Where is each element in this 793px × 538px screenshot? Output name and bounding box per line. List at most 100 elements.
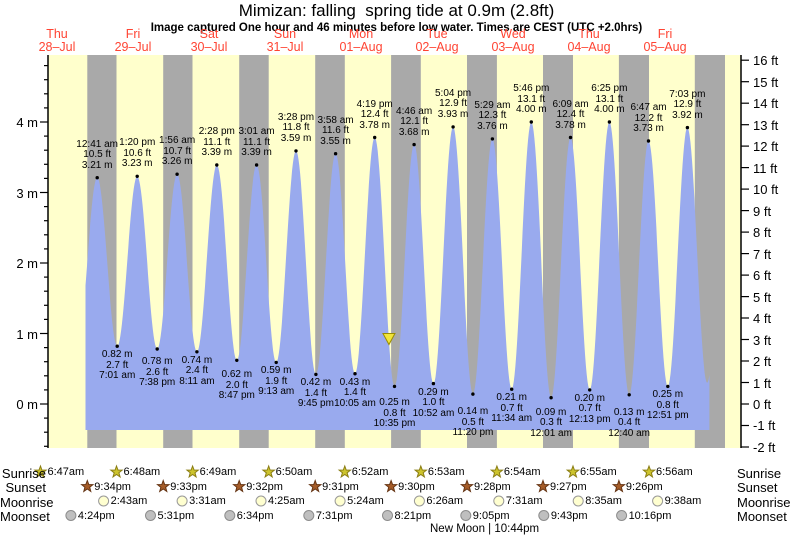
- tide-curve: [85, 122, 710, 430]
- y-axis-right-tick-label: 6 ft: [753, 268, 772, 284]
- y-axis-right-tick-label: 16 ft: [753, 53, 779, 69]
- y-axis-right-tick-label: 1 ft: [753, 375, 772, 391]
- moonset-time: 8:21pm: [394, 509, 432, 522]
- sunrise-time: 6:49am: [199, 466, 237, 478]
- moonrise-icon: [572, 495, 584, 507]
- moonrise-icon: [413, 495, 425, 507]
- tide-point-dot: [235, 358, 239, 362]
- tide-point-dot: [529, 120, 533, 124]
- tide-point-dot: [490, 137, 495, 141]
- sunrise-icon: [565, 464, 581, 479]
- y-axis-right-tick-label: 9 ft: [753, 203, 772, 219]
- sunrise-time: 6:50am: [275, 466, 313, 478]
- sunrise-time: 6:54am: [503, 466, 541, 478]
- day-label: Fri 05–Aug: [643, 27, 687, 54]
- tide-point-dot: [392, 384, 397, 389]
- y-axis-right-tick-label: 12 ft: [753, 139, 779, 155]
- tide-point-dot: [155, 347, 159, 351]
- moonrise-icon: [652, 495, 664, 507]
- sunset-icon: [156, 479, 171, 493]
- sunset-icon: [384, 479, 399, 493]
- y-axis-right-tick-label: 0 ft: [753, 397, 772, 412]
- tide-point-dot: [294, 149, 298, 153]
- high-tide-annotation: 5:29 am 12.3 ft 3.76 m: [474, 99, 511, 132]
- tide-point-dot: [549, 396, 553, 400]
- low-tide-annotation: 0.29 m 1.0 ft 10:52 am: [412, 386, 455, 419]
- y-axis-right-tick-label: 13 ft: [753, 117, 779, 133]
- high-tide-annotation: 12:41 am 10.5 ft 3.21 m: [76, 138, 118, 171]
- moonset-icon: [145, 510, 156, 521]
- high-tide-annotation: 7:03 pm 12.9 ft 3.92 m: [669, 88, 706, 121]
- moonrise-time: 4:25am: [268, 495, 305, 507]
- day-label: Sun 31–Jul: [266, 27, 304, 54]
- moonrise-icon: [255, 495, 267, 507]
- y-axis-right-tick-label: 2 ft: [753, 354, 772, 370]
- high-tide-annotation: 1:20 pm 10.6 ft 3.23 m: [119, 137, 156, 170]
- tide-point-dot: [274, 360, 278, 365]
- day-label: Fri 29–Jul: [114, 27, 152, 54]
- y-axis-left-tick-label: 0 m: [16, 397, 38, 412]
- y-axis-left-tick-label: 1 m: [16, 326, 38, 342]
- moonset-time: 5:31pm: [157, 509, 195, 522]
- sunrise-icon: [337, 464, 352, 479]
- high-tide-annotation: 4:46 am 12.1 ft 3.68 m: [396, 105, 433, 138]
- sunrise-time: 6:55am: [579, 466, 617, 478]
- current-tide-marker: [382, 333, 396, 346]
- tide-point-dot: [353, 372, 357, 376]
- tide-point-dot: [215, 163, 219, 167]
- moonset-time: 9:43pm: [550, 509, 588, 522]
- moonrise-time: 2:43am: [110, 495, 148, 507]
- moonset-row-label-right: Moonset: [737, 509, 787, 524]
- high-tide-annotation: 3:28 pm 11.8 ft 3.59 m: [277, 111, 315, 144]
- moonrise-icon: [493, 495, 505, 507]
- day-label: Sat 30–Jul: [190, 27, 228, 54]
- tide-point-dot: [431, 381, 436, 386]
- moonset-time: 7:31pm: [315, 509, 353, 522]
- moonrise-time: 6:26am: [426, 495, 464, 507]
- low-tide-annotation: 0.13 m 0.4 ft 12:40 am: [608, 406, 650, 439]
- moonset-icon: [460, 510, 472, 521]
- tide-point-dot: [314, 372, 318, 377]
- y-axis-right-tick-label: 14 ft: [753, 96, 779, 112]
- sunset-icon: [535, 479, 551, 493]
- high-tide-annotation: 2:28 pm 11.1 ft 3.39 m: [198, 126, 235, 158]
- y-axis-right-tick-label: 7 ft: [753, 246, 772, 262]
- moonrise-time: 9:38am: [664, 495, 702, 507]
- tide-point-dot: [451, 125, 455, 129]
- tide-point-dot: [568, 135, 573, 140]
- tide-point-dot: [646, 139, 651, 143]
- sunrise-time: 6:56am: [656, 466, 693, 478]
- tide-point-dot: [510, 387, 514, 391]
- moonset-icon: [65, 510, 77, 521]
- tide-point-dot: [115, 344, 119, 348]
- low-tide-annotation: 0.78 m 2.6 ft 7:38 pm: [139, 356, 176, 388]
- moonset-icon: [303, 510, 315, 521]
- day-label: Thu 28–Jul: [38, 27, 76, 54]
- moonrise-icon: [334, 495, 346, 507]
- high-tide-annotation: 3:01 am 11.1 ft 3.39 m: [238, 126, 275, 158]
- low-tide-annotation: 0.21 m 0.7 ft 11:34 am: [491, 392, 533, 425]
- y-axis-left-tick-label: 4 m: [16, 115, 38, 130]
- sunrise-row-label-left: Sunrise: [1, 466, 46, 481]
- sunset-time: 9:32pm: [246, 480, 283, 493]
- moonrise-time: 7:31am: [505, 495, 543, 507]
- low-tide-annotation: 0.62 m 2.0 ft 8:47 pm: [218, 369, 255, 402]
- tide-point-dot: [195, 350, 199, 354]
- sunrise-icon: [185, 464, 200, 479]
- moonset-row-label-left: Moonset: [0, 509, 50, 524]
- sunset-row-label-right: Sunset: [737, 480, 778, 495]
- moonset-icon: [224, 510, 236, 521]
- tide-point-dot: [135, 174, 139, 178]
- sunset-icon: [459, 479, 475, 493]
- sunset-icon: [611, 479, 626, 493]
- day-label: Mon 01–Aug: [339, 27, 383, 54]
- moonrise-row-label-left: Moonrise: [0, 495, 54, 510]
- tide-point-dot: [471, 392, 475, 396]
- tide-point-dot: [412, 142, 416, 147]
- low-tide-annotation: 0.59 m 1.9 ft 9:13 am: [258, 365, 295, 398]
- moonrise-time: 3:31am: [189, 495, 226, 507]
- moonrise-time: 5:24am: [347, 495, 384, 507]
- y-axis-right-tick-label: 10 ft: [753, 182, 779, 198]
- moonrise-row-label-right: Moonrise: [737, 495, 791, 510]
